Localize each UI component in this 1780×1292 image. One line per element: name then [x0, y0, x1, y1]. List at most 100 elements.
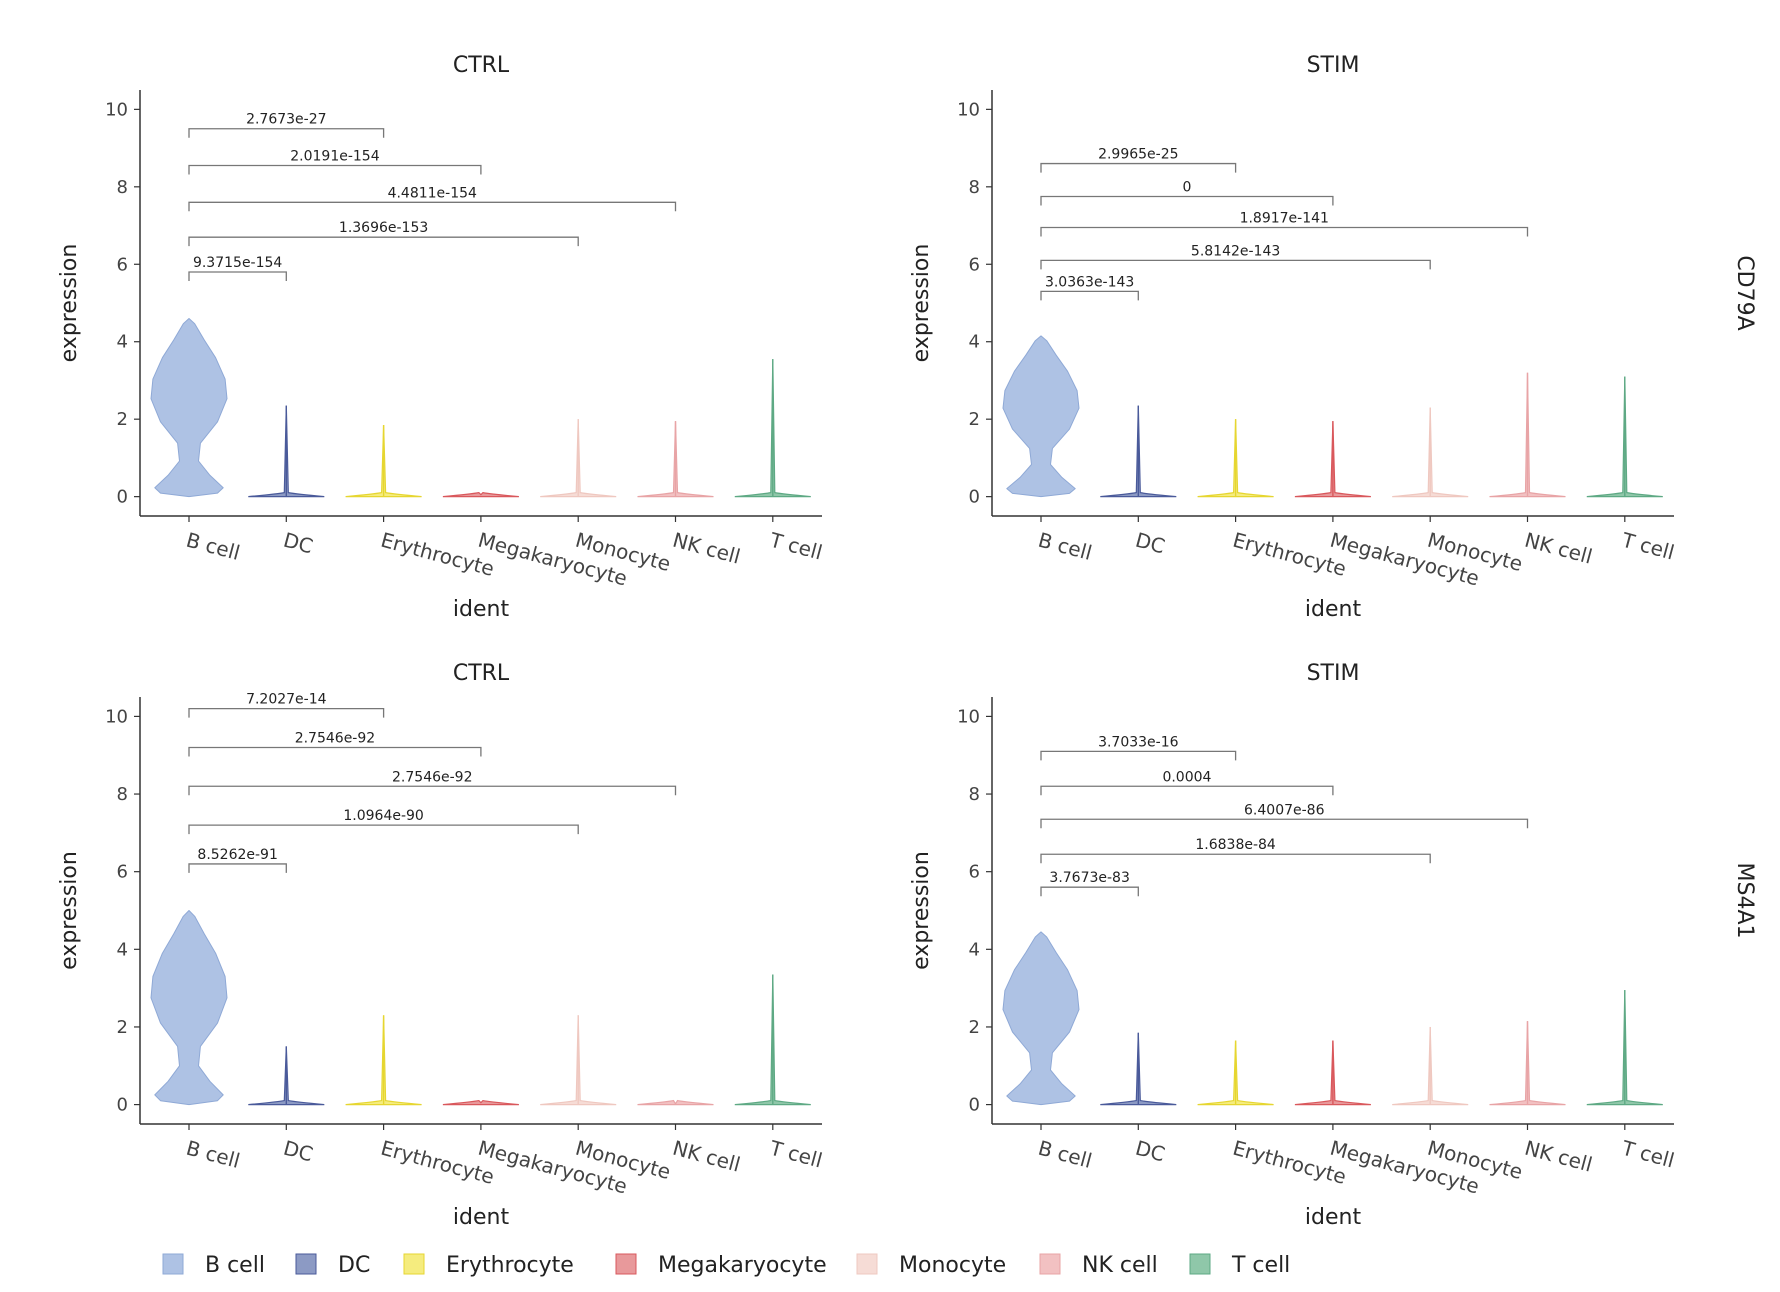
violin-megakaryocyte-body — [442, 491, 519, 498]
comparison-bracket: 0.0004 — [1040, 769, 1334, 796]
bracket-line — [1040, 750, 1237, 761]
comparison-bracket: 1.3696e-153 — [188, 220, 579, 247]
y-tick-label: 6 — [969, 254, 980, 275]
p-value-label: 8.5262e-91 — [197, 847, 277, 863]
comparison-bracket: 1.0964e-90 — [188, 808, 579, 835]
bracket-line — [188, 707, 385, 718]
p-value-label: 0 — [1182, 180, 1191, 196]
x-tick-label: T cell — [767, 527, 825, 564]
bracket-line — [1040, 785, 1334, 796]
y-axis-title: expression — [909, 851, 934, 970]
violin-b-cell — [1002, 931, 1080, 1106]
y-tick-label: 8 — [969, 177, 980, 198]
y-tick-label: 4 — [117, 939, 128, 960]
violin-megakaryocyte — [442, 1099, 519, 1106]
p-value-label: 3.0363e-143 — [1045, 274, 1134, 290]
legend-item: DC — [295, 1253, 370, 1278]
y-tick-label: 2 — [969, 409, 980, 430]
y-tick-label: 8 — [117, 177, 128, 198]
x-axis-title: ident — [1305, 597, 1362, 622]
x-tick-label: NK cell — [670, 528, 743, 569]
x-tick-label: DC — [1133, 1136, 1168, 1167]
p-value-label: 1.6838e-84 — [1195, 837, 1276, 853]
comparison-bracket: 4.4811e-154 — [188, 185, 677, 212]
x-tick-label: DC — [281, 1136, 316, 1167]
comparison-bracket: 0 — [1040, 180, 1334, 206]
x-tick-label: NK cell — [670, 1136, 743, 1177]
panel-title: CTRL — [453, 661, 510, 686]
violin-dc — [248, 405, 325, 498]
x-tick-label: B cell — [184, 1136, 243, 1173]
legend-swatch — [403, 1253, 425, 1275]
y-axis-title: expression — [909, 244, 934, 363]
violin-nk-cell — [1489, 1021, 1566, 1106]
legend-item: Erythrocyte — [403, 1253, 574, 1278]
legend-label: T cell — [1231, 1253, 1290, 1278]
legend-item: Megakaryocyte — [615, 1253, 827, 1278]
violin-erythrocyte — [1197, 419, 1274, 498]
comparison-bracket: 3.7673e-83 — [1040, 870, 1139, 897]
y-tick-label: 10 — [957, 99, 980, 120]
panel-title: STIM — [1307, 53, 1360, 78]
comparison-bracket: 5.8142e-143 — [1040, 243, 1431, 270]
legend-swatch — [295, 1253, 317, 1275]
x-axis-title: ident — [453, 597, 510, 622]
x-axis-title: ident — [1305, 1205, 1362, 1230]
comparison-bracket: 2.7546e-92 — [188, 769, 677, 796]
violin-monocyte — [540, 1015, 617, 1106]
violin-dc — [1100, 405, 1177, 498]
row-strip-label: MS4A1 — [1732, 863, 1757, 939]
violin-t-cell — [1586, 990, 1663, 1106]
p-value-label: 1.8917e-141 — [1240, 210, 1329, 226]
p-value-label: 1.3696e-153 — [339, 220, 428, 236]
comparison-bracket: 2.7546e-92 — [188, 730, 482, 757]
bracket-line — [1040, 853, 1431, 864]
violin-b-cell — [150, 318, 228, 498]
violin-erythrocyte — [345, 424, 422, 498]
legend-label: Erythrocyte — [446, 1253, 574, 1278]
bracket-line — [188, 863, 287, 873]
violin-t-cell — [734, 359, 811, 498]
y-tick-label: 0 — [117, 1095, 128, 1116]
y-tick-label: 8 — [969, 784, 980, 805]
row-strip-label: CD79A — [1732, 255, 1757, 330]
p-value-label: 2.7546e-92 — [392, 769, 472, 785]
violin-nk-cell — [1489, 372, 1566, 498]
violin-monocyte — [1392, 1026, 1469, 1106]
violin-nk-cell — [637, 421, 714, 498]
bracket-line — [1040, 259, 1431, 270]
y-tick-label: 6 — [969, 862, 980, 883]
y-tick-label: 6 — [117, 862, 128, 883]
p-value-label: 2.9965e-25 — [1098, 147, 1178, 163]
y-tick-label: 10 — [105, 706, 128, 727]
y-tick-label: 4 — [117, 332, 128, 353]
comparison-bracket: 9.3715e-154 — [188, 255, 287, 282]
legend-item: T cell — [1189, 1253, 1290, 1278]
violin-t-cell — [734, 974, 811, 1106]
violin-nk-cell — [637, 1099, 714, 1106]
p-value-label: 6.4007e-86 — [1244, 802, 1325, 818]
y-tick-label: 0 — [969, 487, 980, 508]
violin-b-cell — [150, 910, 228, 1106]
p-value-label: 0.0004 — [1162, 769, 1211, 785]
legend-item: Monocyte — [856, 1253, 1006, 1278]
panel-title: CTRL — [453, 53, 510, 78]
violin-dc — [248, 1046, 325, 1106]
y-tick-label: 2 — [969, 1017, 980, 1038]
violin-megakaryocyte — [1294, 421, 1371, 498]
bracket-line — [188, 236, 579, 247]
x-tick-label: T cell — [1619, 1135, 1677, 1172]
violin-erythrocyte — [1197, 1040, 1274, 1106]
x-tick-label: B cell — [1036, 528, 1095, 565]
y-tick-label: 0 — [117, 487, 128, 508]
y-tick-label: 6 — [117, 254, 128, 275]
bracket-line — [188, 128, 385, 138]
x-axis-title: ident — [453, 1205, 510, 1230]
comparison-bracket: 1.6838e-84 — [1040, 837, 1431, 864]
bracket-line — [188, 824, 579, 835]
bracket-line — [188, 164, 482, 175]
bracket-line — [1040, 195, 1334, 206]
